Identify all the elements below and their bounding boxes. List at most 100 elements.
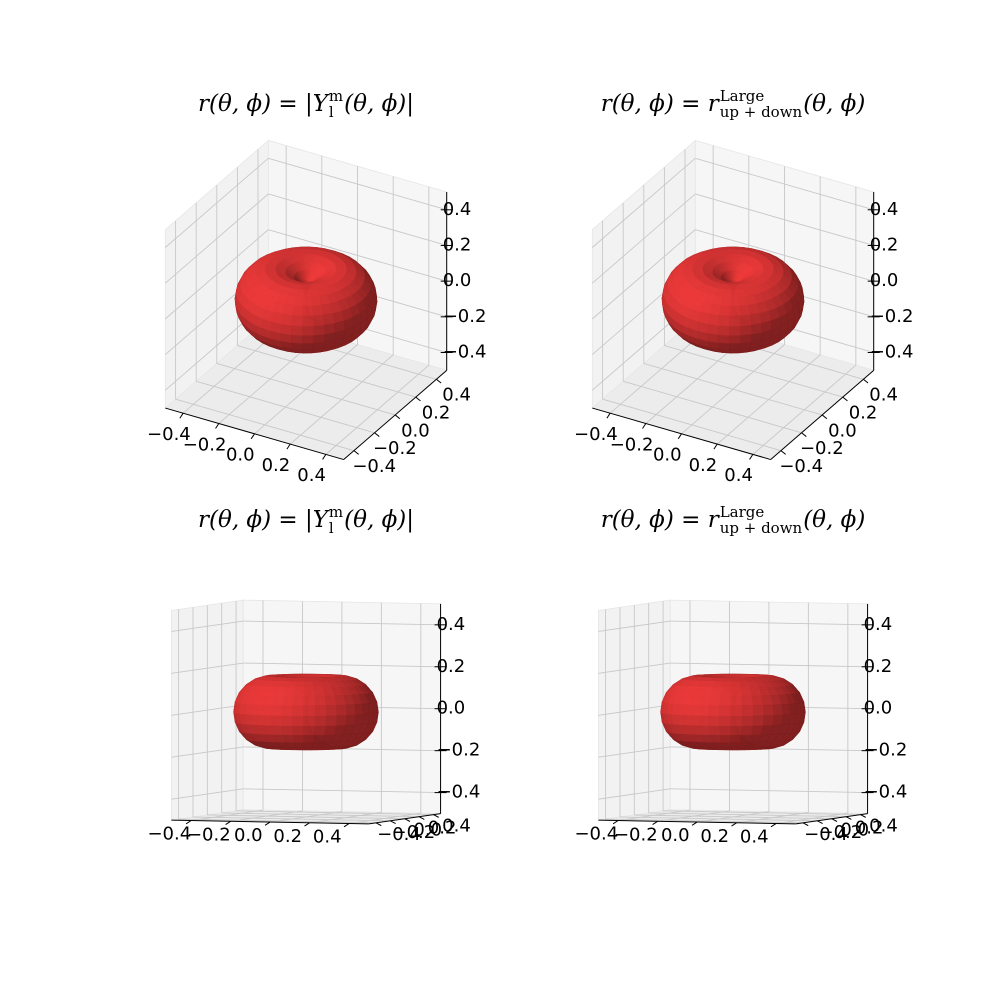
surface-patch — [313, 734, 325, 743]
grid-line — [592, 193, 696, 284]
z-tick-label: 0.2 — [437, 656, 466, 677]
surface-patch — [354, 703, 364, 716]
surface-patch — [697, 311, 710, 325]
surface-patch — [720, 687, 732, 697]
grid-line — [243, 788, 441, 794]
surface-patch — [270, 704, 282, 716]
surface-patch — [698, 695, 711, 706]
z-tick-label: 0.4 — [437, 614, 466, 635]
surface-patch — [729, 325, 741, 336]
surface-patch — [762, 704, 774, 716]
z-tick-label: 0.4 — [443, 199, 472, 220]
y-tick-label: −0.4 — [352, 456, 396, 477]
surface-patch — [740, 324, 752, 336]
title-text: (θ, ϕ) — [803, 91, 866, 117]
surface-patch — [729, 315, 741, 327]
grid-line — [178, 818, 376, 824]
surface-patch — [707, 705, 720, 716]
surface-patch — [719, 305, 731, 317]
surface-patch — [302, 335, 314, 344]
title-subscript: up + down — [719, 103, 803, 121]
surface-patch — [335, 704, 347, 716]
surface-patch — [672, 703, 682, 715]
y-tick-label: −0.2 — [819, 822, 863, 843]
surface-patch — [313, 695, 326, 706]
y-tick-label: 0.4 — [442, 385, 471, 406]
y-tick-label: 0.4 — [869, 385, 898, 406]
surface-patch — [335, 714, 347, 726]
grid-line — [643, 363, 823, 416]
surface-patch — [324, 725, 337, 736]
surface-patch — [752, 715, 764, 727]
surface-patch — [294, 681, 305, 689]
surface-patch — [245, 713, 255, 725]
surface-patch — [730, 747, 740, 751]
y-tick-label: −0.2 — [392, 822, 436, 843]
chart-title: r(θ, ϕ) = |Y m l (θ, ϕ)| — [198, 88, 414, 120]
grid-line — [221, 812, 420, 818]
x-tick-label: −0.4 — [147, 824, 191, 845]
surface-patch — [302, 343, 314, 350]
x-tick-label: 0.0 — [226, 445, 255, 466]
grid-line — [268, 193, 447, 246]
surface-patch — [303, 289, 312, 298]
surface-patch — [751, 725, 764, 736]
surface-patch — [679, 714, 690, 726]
surface-patch — [322, 312, 335, 326]
surface-patch — [325, 704, 337, 716]
surface-patch — [697, 704, 709, 716]
chart-title: r(θ, ϕ) = r Large up + down (θ, ϕ) — [601, 88, 866, 120]
y-tick-label: 0.2 — [428, 818, 457, 839]
grid-line — [236, 810, 434, 816]
surface-patch — [300, 246, 309, 250]
grid-line — [237, 345, 416, 398]
surface-patch — [708, 695, 721, 706]
surface-patch — [292, 305, 304, 317]
grid-line — [207, 814, 405, 820]
surface-patch — [720, 296, 731, 307]
surface-patch — [762, 714, 774, 726]
surface-patch — [730, 734, 742, 743]
surface-patch — [302, 348, 314, 353]
x-tick-label: 0.4 — [297, 465, 326, 486]
surface-patch — [280, 715, 293, 727]
surface-patch — [303, 734, 315, 743]
surface-patch — [292, 695, 304, 706]
surface-patch — [729, 305, 741, 317]
surface-patch — [688, 704, 699, 716]
title-superscript: Large — [719, 503, 765, 521]
z-tick-label: −0.2 — [864, 740, 908, 761]
x-tick-label: 0.2 — [689, 455, 718, 476]
surface-patch — [720, 734, 732, 743]
title-subscript: l — [328, 519, 334, 537]
surface-patch — [336, 267, 347, 271]
x-tick-label: −0.4 — [574, 424, 618, 445]
surface-patch — [707, 313, 720, 326]
z-tick-label: 0.2 — [443, 234, 472, 255]
surface-patch — [717, 334, 730, 344]
surface-patch — [292, 725, 304, 736]
z-tick-label: −0.4 — [443, 342, 487, 363]
x-tick-label: 0.2 — [262, 455, 291, 476]
grid-line — [623, 380, 802, 434]
title-superscript: Large — [719, 87, 765, 105]
y-tick — [436, 378, 442, 384]
surface-patch — [261, 704, 272, 716]
y-tick — [821, 414, 828, 420]
x-tick-label: −0.4 — [574, 824, 618, 845]
surface-patch — [302, 325, 314, 336]
z-tick-label: 0.0 — [864, 698, 893, 719]
surface-patch — [727, 246, 736, 250]
surface-patch — [325, 715, 337, 727]
surface-patch — [313, 725, 326, 736]
y-tick-label: −0.4 — [377, 824, 421, 845]
grid-line — [695, 193, 874, 246]
surface-patch — [730, 695, 742, 706]
x-tick-label: 0.4 — [724, 465, 753, 486]
surface-patch — [293, 687, 305, 697]
surface-patch — [721, 681, 732, 689]
surface-patch — [303, 747, 313, 751]
grid-line — [165, 193, 269, 284]
x-tick-label: −0.2 — [614, 824, 658, 845]
